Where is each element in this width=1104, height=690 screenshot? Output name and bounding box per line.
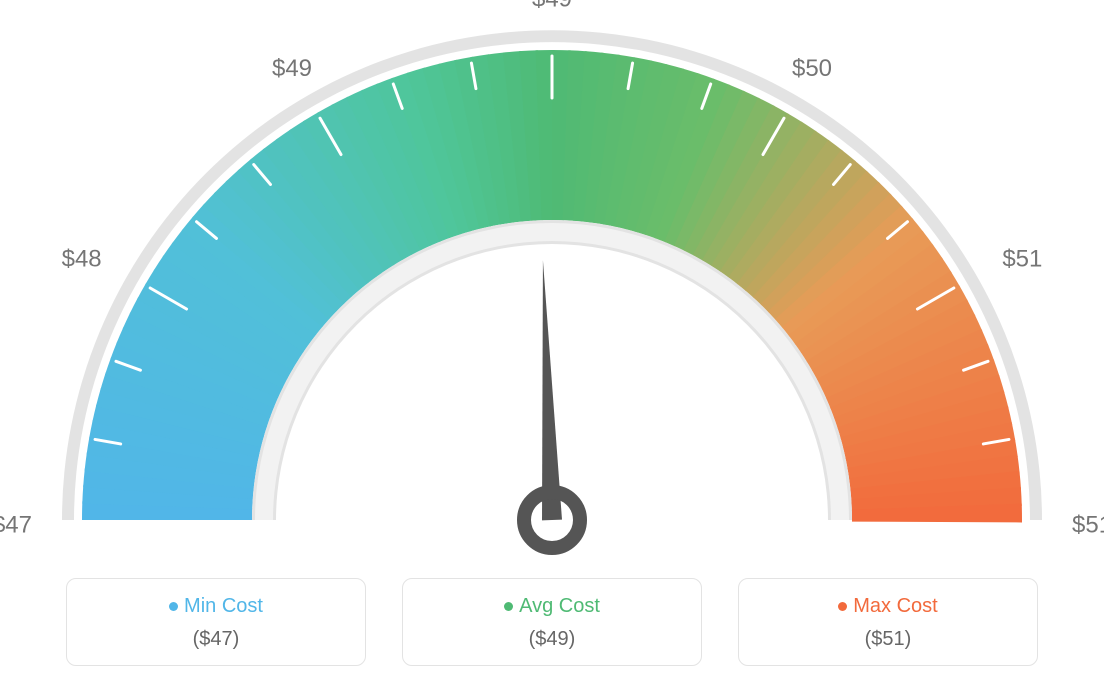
svg-text:$51: $51: [1072, 511, 1104, 538]
dot-max: [838, 602, 847, 611]
svg-text:$49: $49: [272, 55, 312, 82]
legend-row: Min Cost ($47) Avg Cost ($49) Max Cost (…: [0, 578, 1104, 666]
svg-text:$49: $49: [532, 0, 572, 12]
svg-text:$50: $50: [792, 55, 832, 82]
legend-card-max: Max Cost ($51): [738, 578, 1038, 666]
gauge-chart: $47 $48 $49 $49 $50 $51 $51: [0, 0, 1104, 560]
legend-value-max: ($51): [757, 628, 1019, 651]
legend-title-avg: Avg Cost: [421, 595, 683, 618]
legend-label-avg: Avg Cost: [519, 595, 600, 617]
legend-value-min: ($47): [85, 628, 347, 651]
legend-label-min: Min Cost: [184, 595, 263, 617]
legend-title-max: Max Cost: [757, 595, 1019, 618]
dot-avg: [504, 602, 513, 611]
legend-card-avg: Avg Cost ($49): [402, 578, 702, 666]
svg-text:$48: $48: [62, 245, 102, 272]
legend-value-avg: ($49): [421, 628, 683, 651]
legend-label-max: Max Cost: [853, 595, 937, 617]
gauge-svg: $47 $48 $49 $49 $50 $51 $51: [0, 0, 1104, 560]
legend-title-min: Min Cost: [85, 595, 347, 618]
svg-text:$51: $51: [1002, 245, 1042, 272]
svg-text:$47: $47: [0, 511, 32, 538]
dot-min: [169, 602, 178, 611]
legend-card-min: Min Cost ($47): [66, 578, 366, 666]
